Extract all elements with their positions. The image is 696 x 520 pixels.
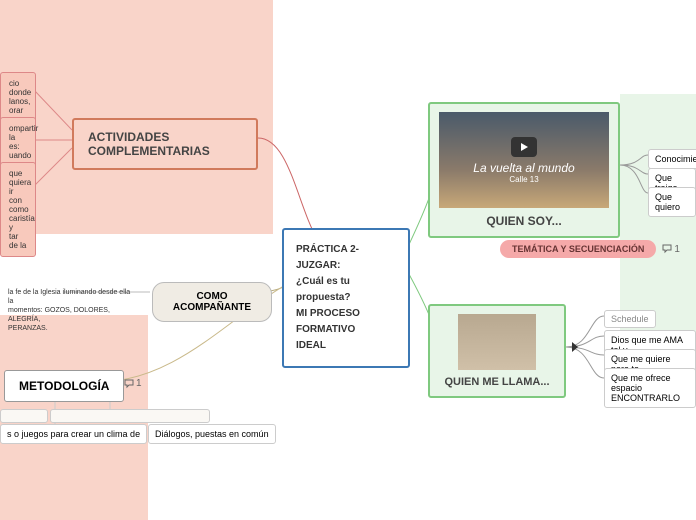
actividades-node[interactable]: ACTIVIDADES COMPLEMENTARIAS xyxy=(72,118,258,170)
central-line2: ¿Cuál es tu propuesta? xyxy=(296,274,396,306)
video2-thumb[interactable] xyxy=(458,314,536,370)
left-leaf-3: que quiera ir con como caristía y tar de… xyxy=(0,162,36,257)
schedule-box[interactable]: Schedule xyxy=(604,310,656,328)
v1-leaf-a: Conocimie xyxy=(648,149,696,169)
video1-subtitle: Calle 13 xyxy=(509,175,538,184)
central-line4: IDEAL xyxy=(296,338,396,354)
tag-row: TEMÁTICA Y SECUENCIACIÓN 1 xyxy=(500,240,680,258)
quien-soy-label: QUIEN SOY... xyxy=(438,214,610,228)
como-desc: la fe de la Iglesia iluminando desde ell… xyxy=(0,282,140,339)
tematica-comment-icon[interactable]: 1 xyxy=(662,244,680,255)
metod-leaf-1: s o juegos para crear un clima de xyxy=(0,424,147,444)
central-line1: PRÁCTICA 2- JUZGAR: xyxy=(296,242,396,274)
central-line3: MI PROCESO FORMATIVO xyxy=(296,306,396,338)
v2-leaf-c: Que me ofrece espacio ENCONTRARLO xyxy=(604,368,696,408)
comment-count-1: 1 xyxy=(136,378,142,389)
play-icon[interactable] xyxy=(511,137,537,157)
metod-leaf-2: Diálogos, puestas en común xyxy=(148,424,276,444)
comment-icon xyxy=(124,379,134,389)
comment-icon xyxy=(662,244,672,254)
video1-title: La vuelta al mundo xyxy=(473,161,574,175)
metodologia-node[interactable]: METODOLOGÍA xyxy=(4,370,124,402)
comment-count-2: 1 xyxy=(674,244,680,255)
empty-box-1 xyxy=(0,409,48,423)
video1-thumb[interactable]: La vuelta al mundo Calle 13 xyxy=(439,112,609,208)
metodologia-label: METODOLOGÍA xyxy=(19,379,109,393)
quien-llama-label: QUIEN ME LLAMA... xyxy=(438,376,556,388)
metodologia-comment-icon[interactable]: 1 xyxy=(124,378,142,389)
como-acomp-label: COMO ACOMPAÑANTE xyxy=(173,291,251,313)
central-node[interactable]: PRÁCTICA 2- JUZGAR: ¿Cuál es tu propuest… xyxy=(282,228,410,368)
tematica-tag[interactable]: TEMÁTICA Y SECUENCIACIÓN xyxy=(500,240,656,258)
expand-arrow-icon[interactable] xyxy=(572,342,578,352)
v1-leaf-c: Que quiero xyxy=(648,187,696,217)
quien-llama-node[interactable]: QUIEN ME LLAMA... xyxy=(428,304,566,398)
empty-box-2 xyxy=(50,409,210,423)
quien-soy-node[interactable]: La vuelta al mundo Calle 13 QUIEN SOY... xyxy=(428,102,620,238)
como-acompanante-node[interactable]: COMO ACOMPAÑANTE xyxy=(152,282,272,322)
left-salmon-bg xyxy=(0,0,273,234)
actividades-label: ACTIVIDADES COMPLEMENTARIAS xyxy=(88,130,210,158)
